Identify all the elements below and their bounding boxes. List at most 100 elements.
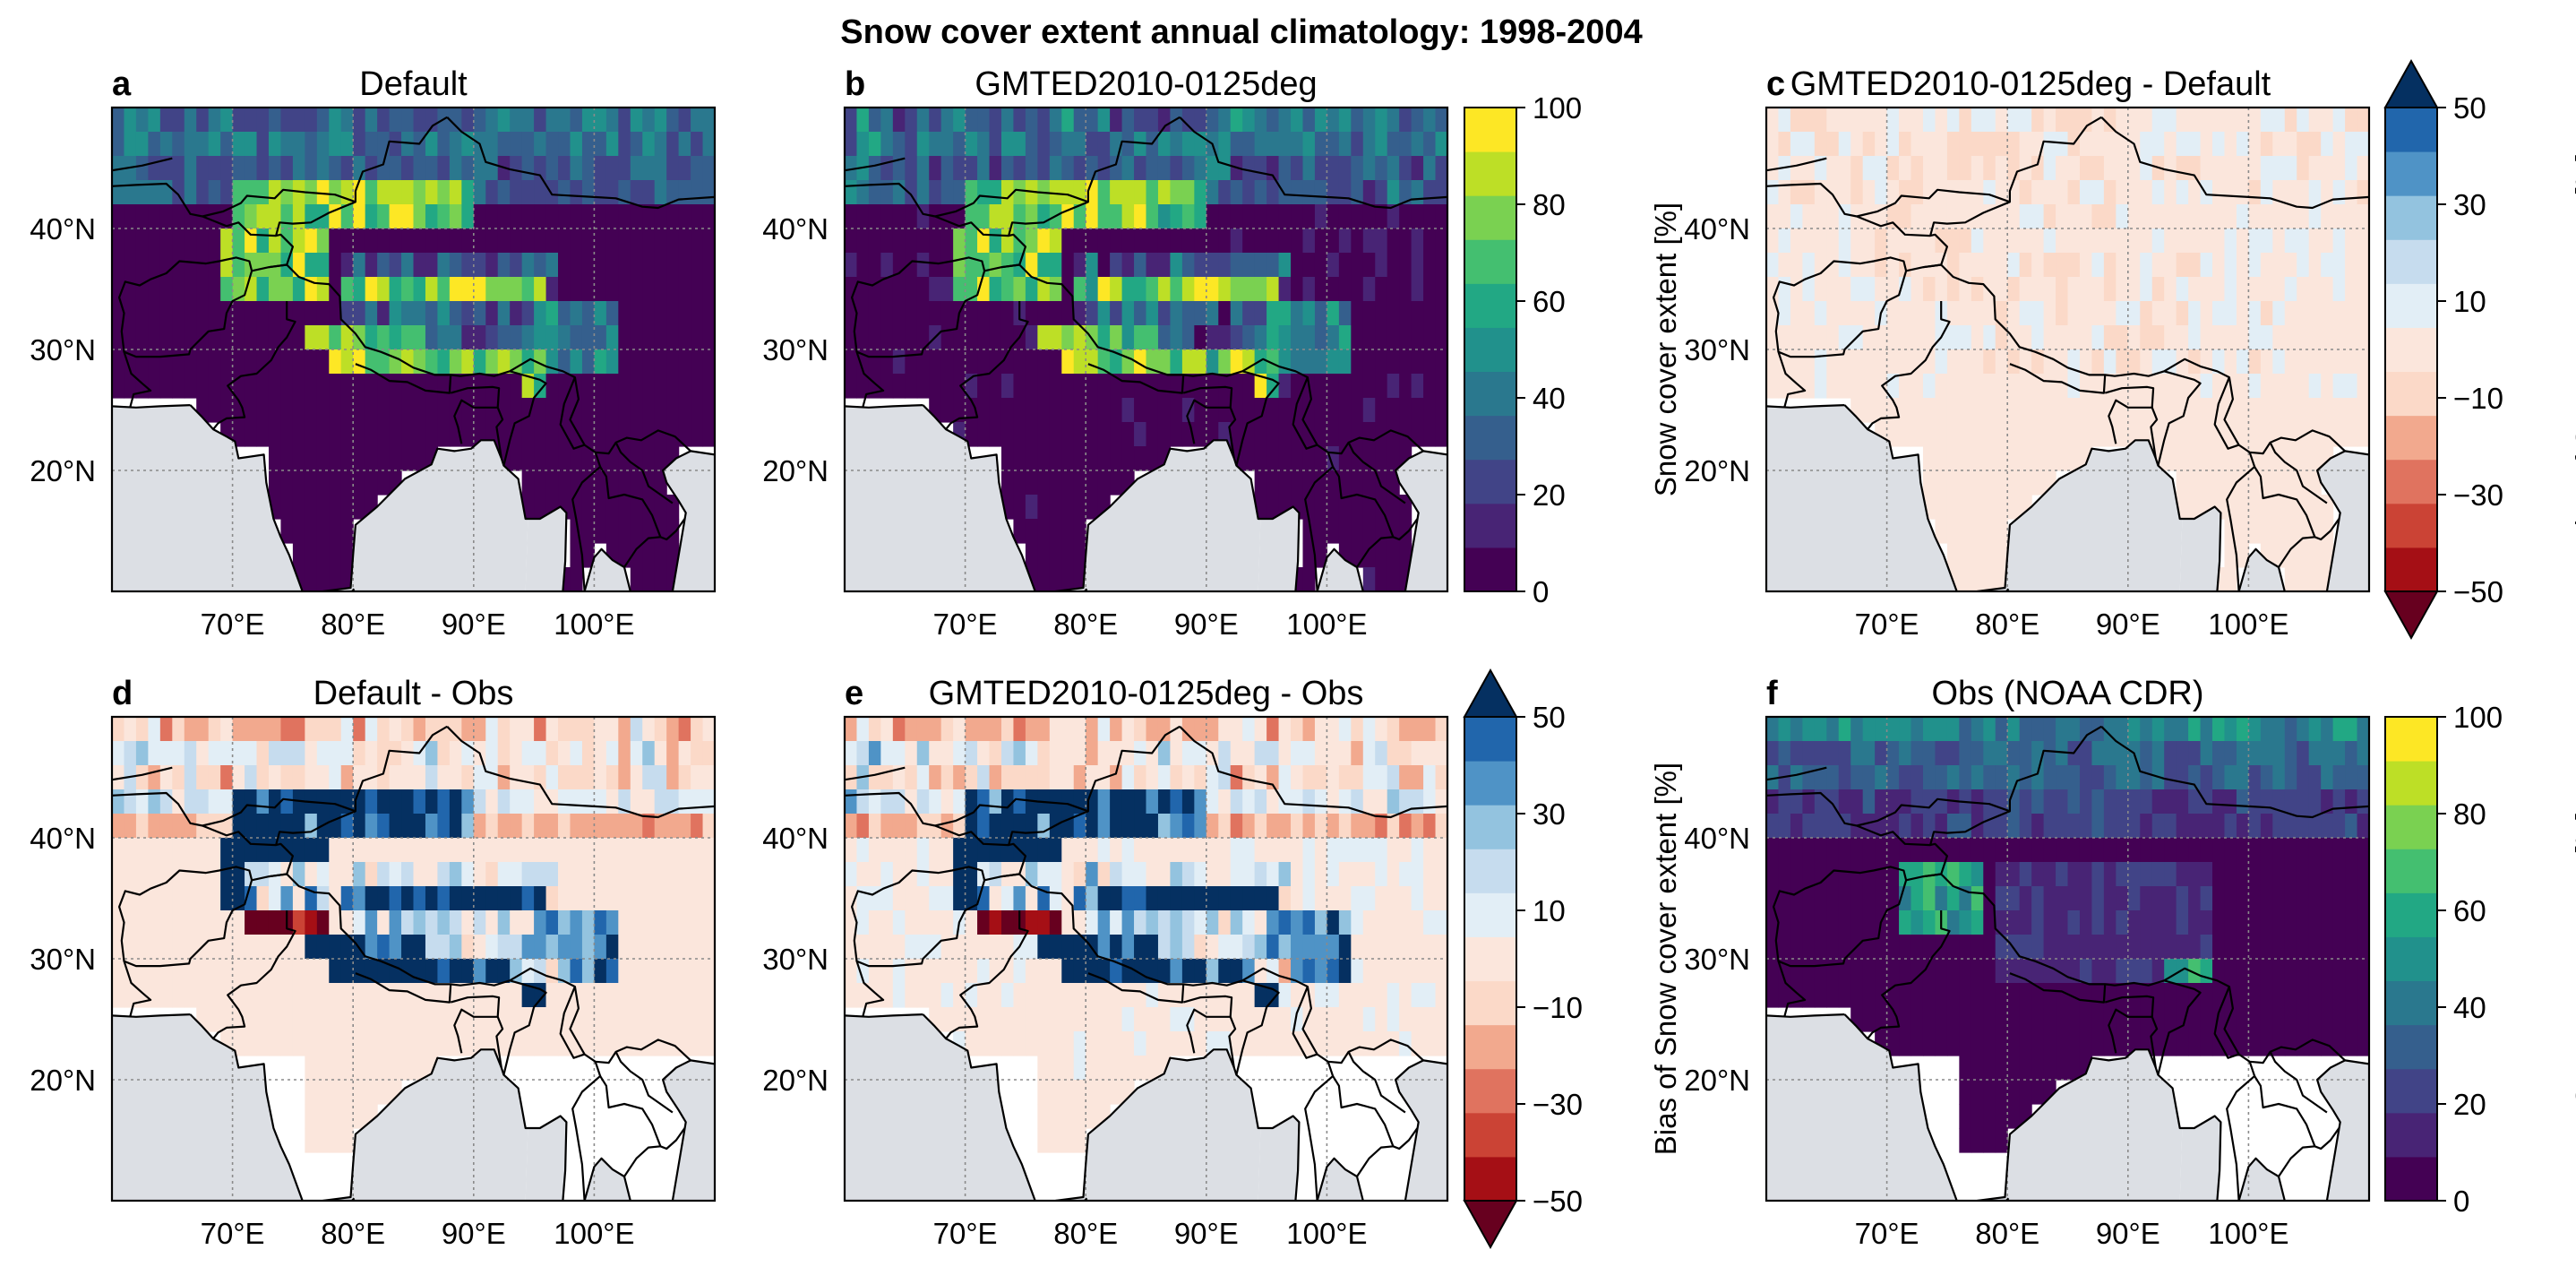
- border-line: [2316, 1059, 2369, 1201]
- grid-cell: [1423, 765, 1437, 790]
- grid-cell: [1110, 1080, 1123, 1105]
- grid-cell: [461, 862, 475, 887]
- grid-cell: [1411, 983, 1424, 1008]
- grid-cell: [1790, 765, 1803, 790]
- grid-cell: [1157, 398, 1172, 423]
- grid-cell: [618, 422, 631, 447]
- border-line: [202, 215, 294, 265]
- grid-cell: [2236, 543, 2249, 568]
- grid-cell: [449, 301, 462, 326]
- grid-cell: [1387, 741, 1400, 766]
- grid-cell: [1000, 228, 1015, 254]
- grid-cell: [340, 495, 354, 520]
- grid-cell: [2212, 132, 2226, 157]
- grid-cell: [245, 935, 258, 960]
- grid-cell: [1995, 519, 2008, 544]
- colorbar-tick-label: 40: [1533, 382, 1566, 415]
- grid-cell: [1983, 1080, 1996, 1105]
- border-line: [1347, 1051, 1406, 1114]
- grid-cell: [2248, 495, 2262, 520]
- grid-cell: [2260, 470, 2273, 496]
- grid-cell: [1000, 422, 1015, 447]
- grid-cell: [2079, 717, 2093, 742]
- grid-cell: [1013, 398, 1026, 423]
- grid-cell: [377, 814, 391, 839]
- grid-cell: [124, 886, 137, 911]
- grid-cell: [280, 886, 294, 911]
- grid-cell: [2176, 741, 2189, 766]
- grid-cell: [1338, 717, 1352, 742]
- grid-cell: [1995, 156, 2008, 181]
- grid-cell: [220, 862, 234, 887]
- grid-cell: [2260, 862, 2273, 887]
- grid-cell: [2284, 156, 2297, 181]
- grid-cell: [2164, 204, 2177, 229]
- grid-cell: [1291, 1031, 1304, 1056]
- grid-cell: [1802, 253, 1816, 278]
- grid-cell: [940, 156, 954, 181]
- grid-cell: [1387, 204, 1400, 229]
- grid-cell: [401, 862, 415, 887]
- grid-cell: [1411, 765, 1424, 790]
- grid-cell: [1061, 301, 1075, 326]
- grid-cell: [1181, 325, 1195, 350]
- grid-cell: [1073, 983, 1086, 1008]
- grid-cell: [1314, 1007, 1327, 1032]
- grid-cell: [1025, 862, 1038, 887]
- grid-cell: [1121, 910, 1135, 935]
- grid-cell: [461, 838, 475, 863]
- grid-cell: [112, 886, 125, 911]
- grid-cell: [989, 301, 1002, 326]
- grid-cell: [316, 277, 330, 302]
- grid-cell: [1170, 204, 1183, 229]
- grid-cell: [856, 132, 870, 157]
- grid-cell: [305, 1056, 318, 1081]
- grid-cell: [929, 132, 942, 157]
- grid-cell: [1110, 108, 1123, 133]
- grid-cell: [2079, 910, 2093, 935]
- grid-cell: [1411, 325, 1424, 350]
- grid-cell: [389, 959, 402, 984]
- grid-cell: [1387, 108, 1400, 133]
- grid-cell: [2308, 543, 2322, 568]
- grid-cell: [2031, 935, 2045, 960]
- grid-cell: [2284, 543, 2297, 568]
- grid-cell: [1146, 277, 1159, 302]
- grid-cell: [2007, 1031, 2021, 1056]
- grid-cell: [1911, 422, 1924, 447]
- grid-cell: [1146, 862, 1159, 887]
- grid-cell: [2284, 325, 2297, 350]
- grid-cell: [581, 495, 595, 520]
- grid-cell: [340, 765, 354, 790]
- grid-cell: [1218, 765, 1232, 790]
- grid-cell: [2031, 325, 2045, 350]
- grid-cell: [1351, 108, 1364, 133]
- grid-cell: [916, 862, 930, 887]
- grid-cell: [2127, 765, 2141, 790]
- grid-cell: [605, 1031, 619, 1056]
- grid-cell: [1181, 717, 1195, 742]
- grid-cell: [702, 180, 715, 205]
- grid-cell: [2067, 325, 2081, 350]
- map-frame: [843, 106, 1449, 593]
- grid-cell: [256, 253, 270, 278]
- grid-cell: [401, 1056, 415, 1081]
- grid-cell: [1995, 374, 2008, 399]
- grid-cell: [2151, 838, 2165, 863]
- grid-cell: [989, 253, 1002, 278]
- grid-cell: [2079, 838, 2093, 863]
- colorbar-swatch: [2385, 717, 2437, 762]
- grid-cell: [545, 108, 559, 133]
- grid-cell: [1411, 398, 1424, 423]
- grid-cell: [305, 398, 318, 423]
- colorbar-swatch: [2385, 805, 2437, 849]
- ocean: [1395, 451, 1447, 591]
- grid-cell: [2019, 1007, 2032, 1032]
- grid-cell: [437, 301, 451, 326]
- grid-cell: [666, 108, 680, 133]
- grid-cell: [124, 789, 137, 814]
- grid-cell: [2272, 789, 2286, 814]
- grid-cell: [1338, 277, 1352, 302]
- grid-cell: [1375, 567, 1388, 591]
- grid-cell: [365, 1007, 378, 1032]
